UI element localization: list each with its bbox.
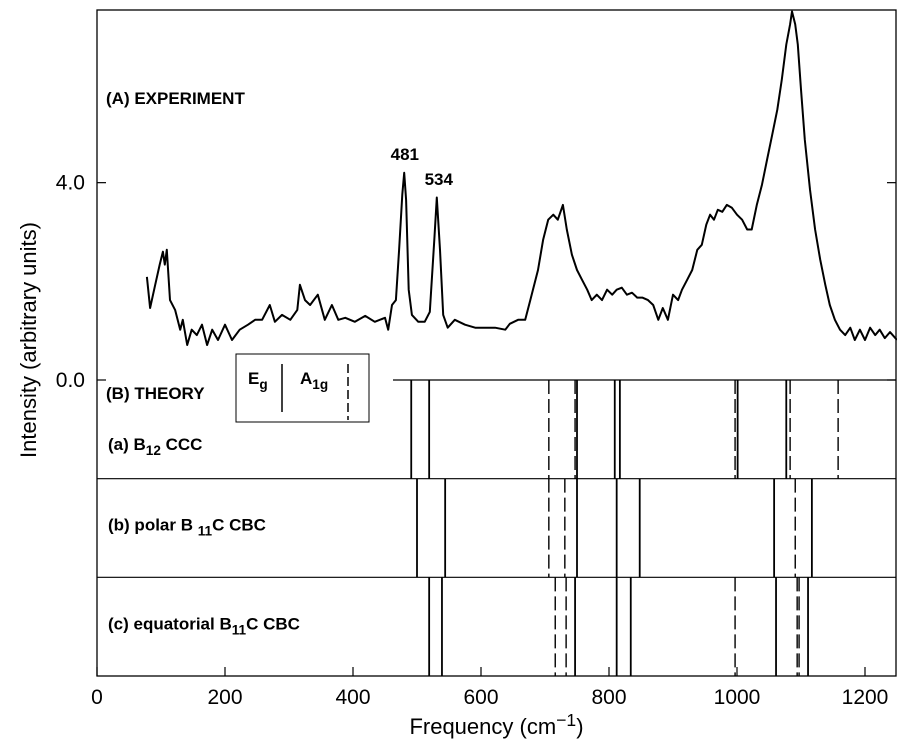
- y-axis-label: Intensity (arbitrary units): [16, 222, 41, 458]
- x-tick-label: 600: [463, 686, 498, 709]
- text-part: C CBC: [212, 516, 266, 535]
- text-part: 11: [198, 524, 213, 539]
- theory-label: (B) THEORY: [106, 384, 205, 403]
- legend-label: A1g: [300, 369, 328, 392]
- panel-label: (b) polar B 11C CBC: [108, 516, 266, 539]
- text-part: 1g: [312, 377, 328, 392]
- x-tick-label: 200: [207, 686, 242, 709]
- text-part: C CBC: [246, 614, 300, 633]
- text-part: CCC: [161, 435, 203, 454]
- legend-box: [235, 353, 370, 423]
- y-tick-label: 0.0: [56, 369, 85, 392]
- panel-label: (a) B12 CCC: [108, 435, 202, 458]
- peak-label: 481: [391, 145, 419, 164]
- text-part: (A) EXPERIMENT: [106, 89, 245, 108]
- x-axis-label: Frequency (cm−1): [409, 710, 583, 739]
- text-part: (a) B: [108, 435, 146, 454]
- text-part: g: [259, 377, 267, 392]
- text-part: (B) THEORY: [106, 384, 205, 403]
- legend-label: Eg: [248, 369, 268, 392]
- x-tick-label: 400: [335, 686, 370, 709]
- text-part: E: [248, 369, 259, 388]
- x-tick-label: 800: [591, 686, 626, 709]
- x-tick-label: 1200: [842, 686, 889, 709]
- text-part: ): [576, 714, 583, 739]
- text-part: Intensity (arbitrary units): [16, 222, 41, 458]
- x-tick-label: 0: [91, 686, 103, 709]
- x-tick-label: 1000: [714, 686, 761, 709]
- y-tick-label: 4.0: [56, 172, 85, 195]
- text-part: 12: [146, 443, 162, 458]
- text-part: Frequency (cm: [409, 714, 556, 739]
- text-part: (c) equatorial B: [108, 614, 232, 633]
- experiment-label: (A) EXPERIMENT: [106, 89, 245, 108]
- plot-frame: [96, 9, 897, 677]
- panel-label: (c) equatorial B11C CBC: [108, 614, 300, 637]
- text-part: 11: [232, 622, 247, 637]
- text-part: −1: [556, 710, 576, 730]
- peak-label: 534: [425, 170, 454, 189]
- text-part: (b) polar B: [108, 516, 198, 535]
- text-part: A: [300, 369, 312, 388]
- experiment-line: [145, 10, 897, 346]
